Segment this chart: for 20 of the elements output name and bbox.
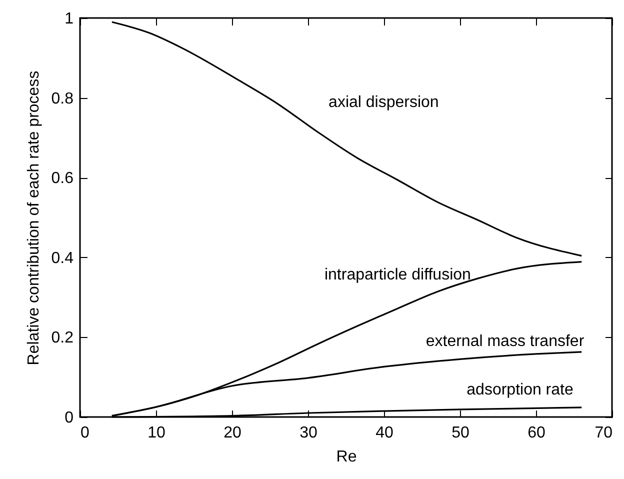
y-tick-label: 1 [64,10,74,28]
legend-label: external mass transfer [426,333,585,350]
x-tick-label: 10 [148,424,166,442]
x-tick-label: 20 [224,424,242,442]
x-tick-label: 50 [452,424,470,442]
y-tick-label: 0.8 [51,90,74,108]
y-axis-title: Relative contribution of each rate process [25,70,42,366]
x-tick-label: 40 [376,424,394,442]
series-label: axial dispersion [328,94,439,111]
y-tick-label: 0.2 [51,330,74,347]
x-axis-title: Re [336,448,357,466]
series-label: intraparticle diffusion [324,266,471,284]
y-tick-label: 0 [64,410,74,426]
x-tick-label: 60 [528,424,546,442]
y-tick-label: 0.6 [51,170,74,188]
x-tick-label: 0 [80,424,90,442]
x-tick-label: 30 [300,424,318,442]
y-tick-label: 0.4 [51,250,74,267]
x-tick-label: 70 [594,424,613,442]
series-label: adsorption rate [466,381,574,398]
